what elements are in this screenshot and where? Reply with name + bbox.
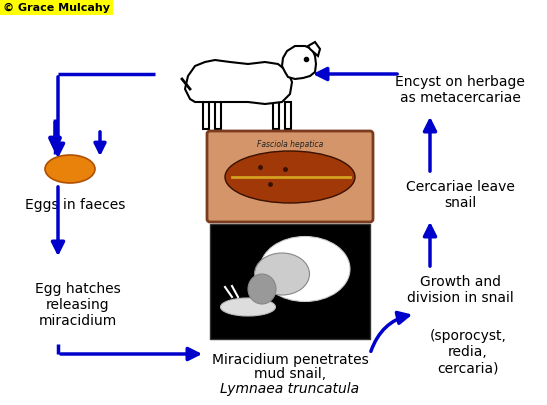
Text: © Grace Mulcahy: © Grace Mulcahy (3, 3, 110, 13)
Ellipse shape (225, 151, 355, 203)
Text: mud snail,: mud snail, (254, 366, 326, 380)
Ellipse shape (248, 274, 276, 304)
Text: Lymnaea truncatula: Lymnaea truncatula (220, 381, 359, 395)
Polygon shape (308, 43, 320, 57)
Polygon shape (273, 103, 279, 130)
Text: Miracidium penetrates: Miracidium penetrates (212, 352, 368, 366)
FancyBboxPatch shape (207, 132, 373, 222)
Polygon shape (282, 47, 316, 80)
Polygon shape (285, 103, 291, 130)
Text: (sporocyst,
redia,
cercaria): (sporocyst, redia, cercaria) (429, 328, 507, 374)
Text: Cercariae leave
snail: Cercariae leave snail (405, 179, 514, 209)
Polygon shape (185, 61, 292, 105)
Polygon shape (203, 103, 209, 130)
Ellipse shape (254, 254, 310, 295)
Polygon shape (215, 103, 221, 130)
Ellipse shape (260, 237, 350, 302)
Text: Growth and
division in snail: Growth and division in snail (406, 274, 514, 304)
Text: Egg hatches
releasing
miracidium: Egg hatches releasing miracidium (35, 281, 121, 327)
Bar (210, 224, 370, 339)
Text: Encyst on herbage
as metacercariae: Encyst on herbage as metacercariae (395, 75, 525, 105)
Text: Fasciola hepatica: Fasciola hepatica (257, 140, 323, 149)
Ellipse shape (220, 298, 276, 316)
Ellipse shape (45, 156, 95, 183)
Text: Eggs in faeces: Eggs in faeces (25, 198, 125, 211)
